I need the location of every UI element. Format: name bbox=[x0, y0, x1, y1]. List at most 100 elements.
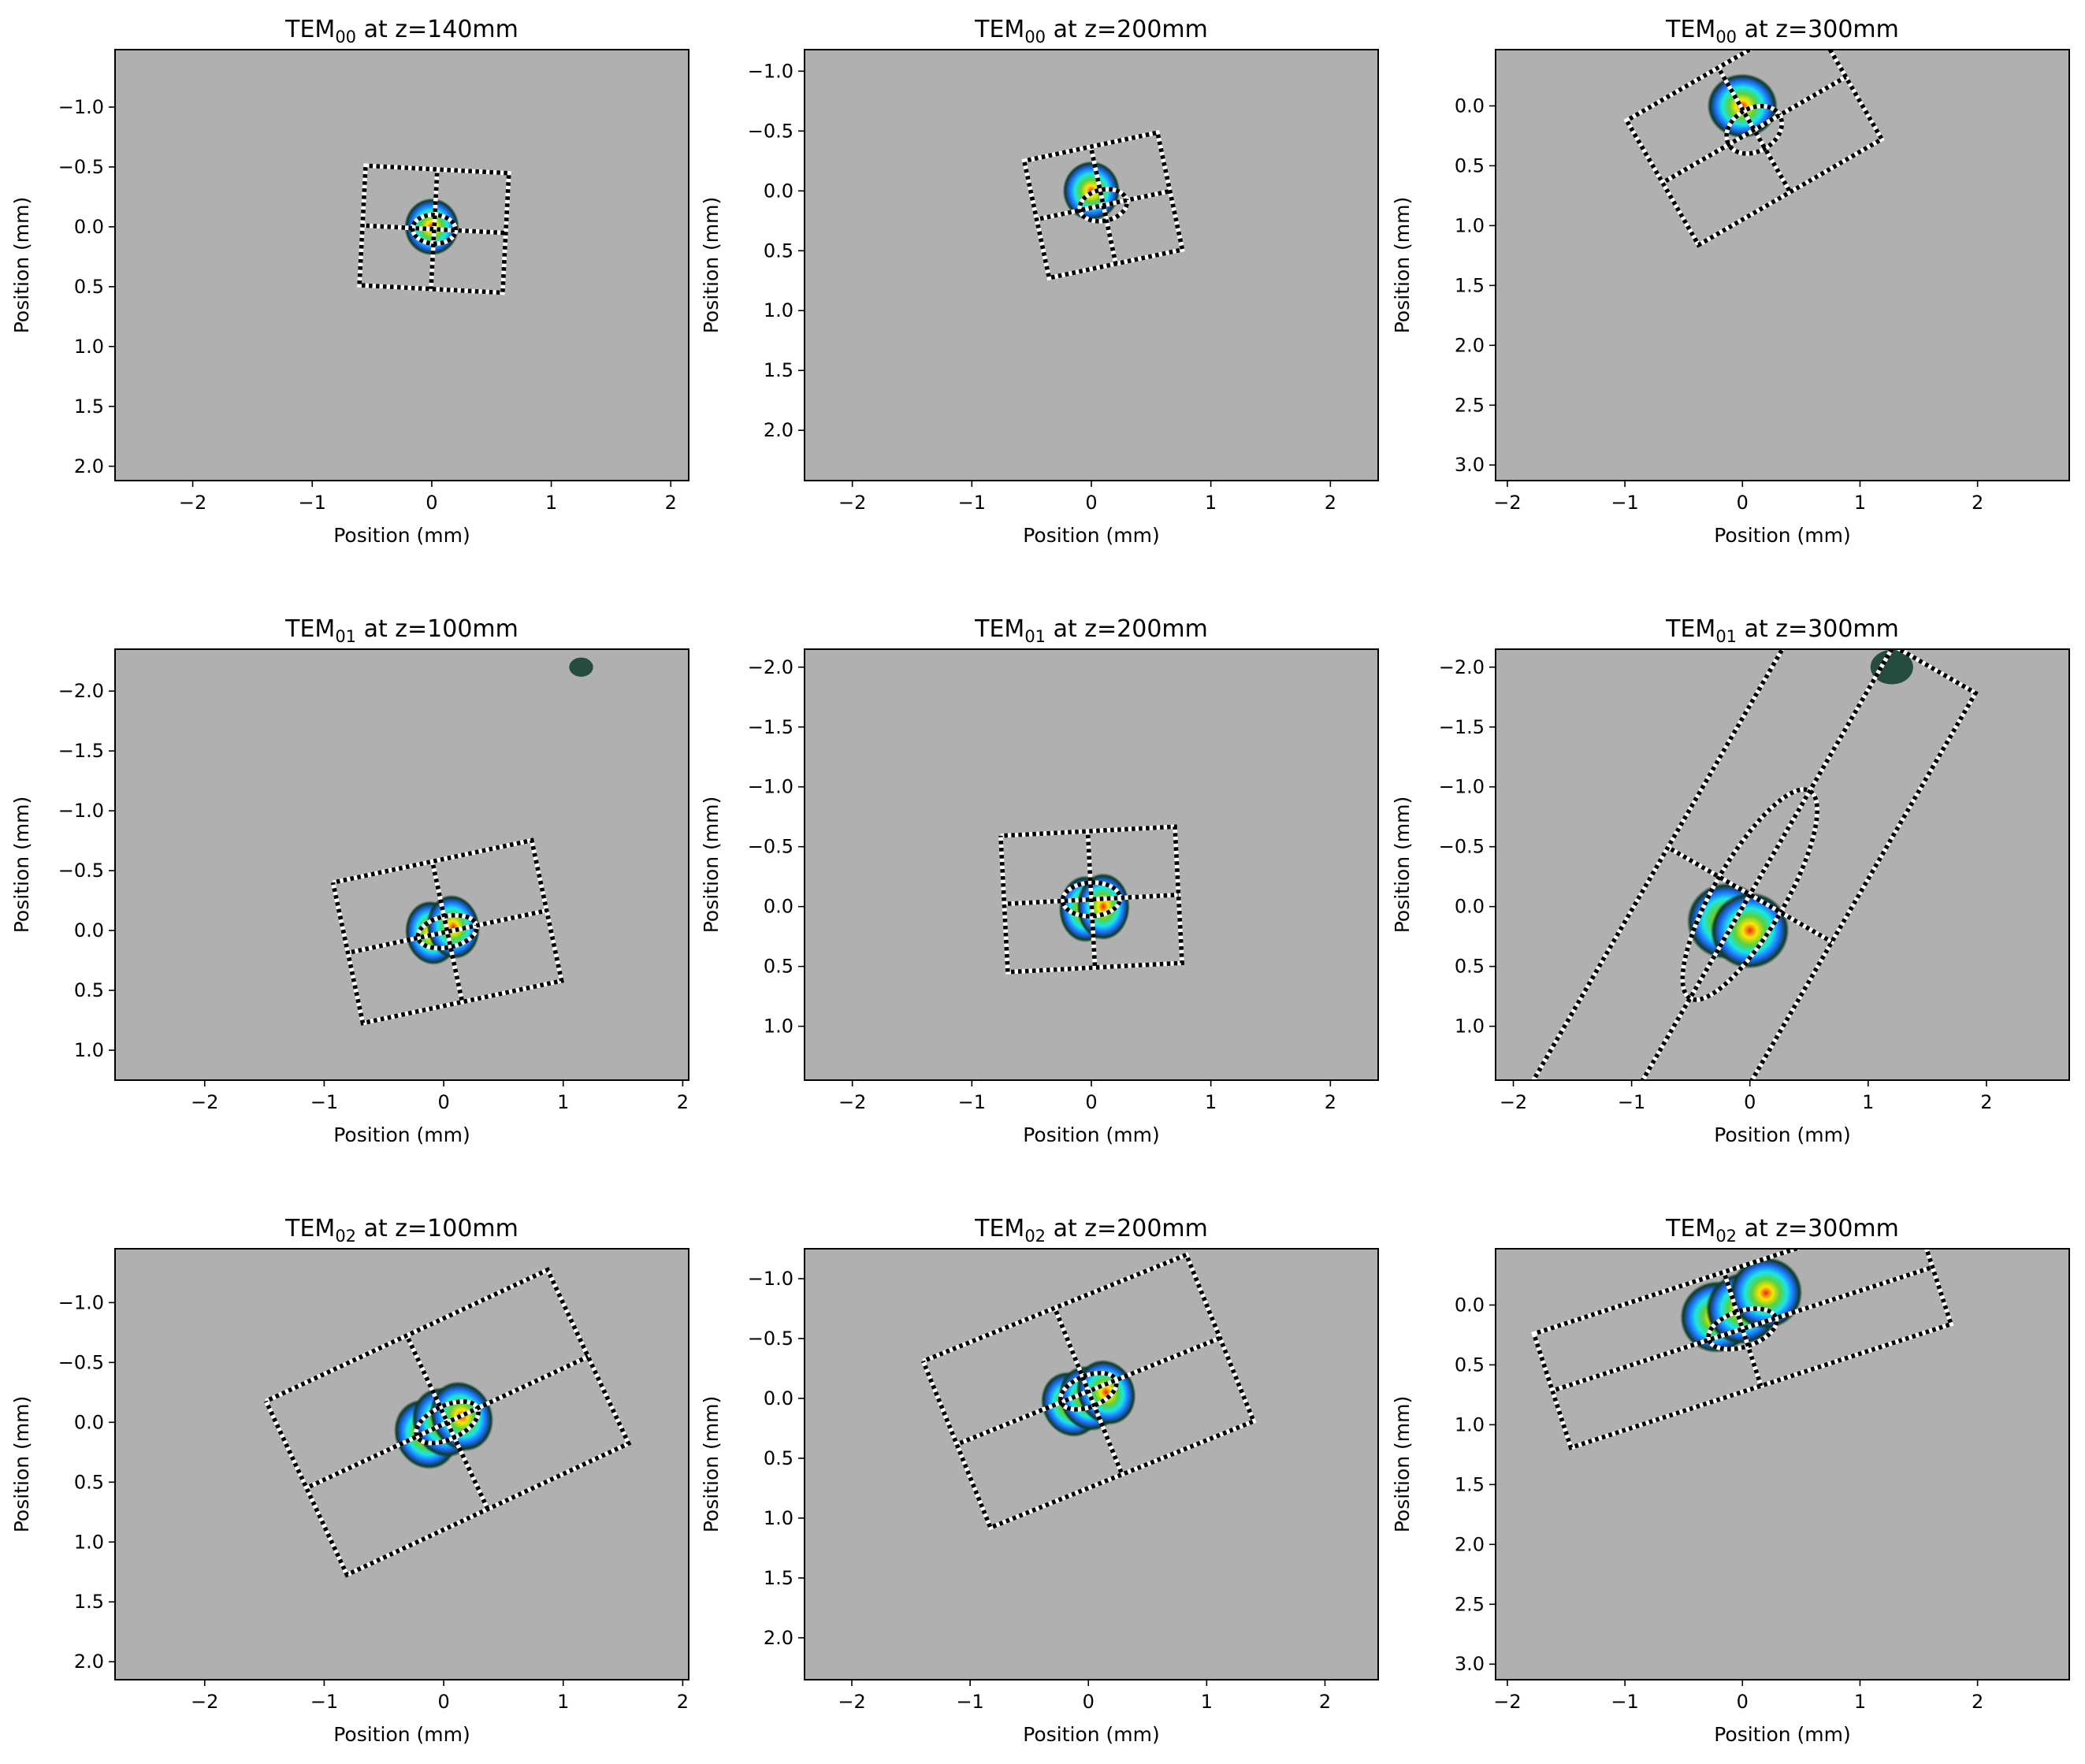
y-tick-label: −0.5 bbox=[1439, 836, 1485, 858]
x-axis-label: Position (mm) bbox=[1023, 1123, 1160, 1146]
y-tick-label: 0.5 bbox=[74, 979, 104, 1001]
panel-3: −2 −1 0 1 2 0.0 0.5 1.0 1.5 2.0 2.5 3.0 Position (mm… bbox=[1391, 16, 2070, 547]
x-tick-label: 2 bbox=[1972, 1691, 1983, 1713]
beam-lobe bbox=[1710, 892, 1790, 969]
y-tick-label: −1.5 bbox=[58, 740, 104, 762]
fit-box bbox=[920, 1252, 1257, 1531]
x-axis-label: Position (mm) bbox=[1023, 524, 1160, 547]
axes-frame bbox=[114, 1248, 689, 1680]
fit-axis-minor bbox=[1722, 1271, 1764, 1387]
axes-frame bbox=[1495, 1248, 2070, 1680]
x-tick-label: −2 bbox=[1500, 1091, 1527, 1113]
fit-box bbox=[262, 1267, 632, 1578]
panel-title: TEM01 at z=300mm bbox=[1665, 615, 1899, 646]
fit-box bbox=[1530, 649, 1979, 1080]
fit-axis-minor bbox=[1716, 66, 1793, 194]
y-tick-label: 3.0 bbox=[1455, 1653, 1485, 1675]
x-tick-label: 1 bbox=[1205, 492, 1217, 514]
y-tick-label: 0.0 bbox=[74, 919, 104, 941]
x-axis-label: Position (mm) bbox=[333, 1123, 470, 1146]
x-axis-label: Position (mm) bbox=[1714, 1123, 1851, 1146]
y-tick-label: 2.5 bbox=[1455, 1593, 1485, 1615]
fit-overlay bbox=[262, 1267, 632, 1578]
y-tick-label: 0.5 bbox=[1455, 956, 1485, 978]
y-tick-label: 2.0 bbox=[74, 455, 104, 477]
fit-overlay bbox=[330, 837, 564, 1026]
y-tick-label: −0.5 bbox=[748, 120, 793, 142]
x-tick-label: −2 bbox=[838, 492, 866, 514]
fit-axis-major bbox=[362, 223, 506, 236]
fit-axis-minor bbox=[429, 169, 440, 289]
y-tick-label: −0.5 bbox=[748, 1328, 793, 1350]
panel-title: TEM00 at z=140mm bbox=[284, 16, 518, 46]
fit-axis-minor bbox=[429, 860, 465, 1003]
fit-box bbox=[920, 1252, 1257, 1531]
y-tick-label: 1.5 bbox=[74, 396, 104, 418]
panel-title: TEM02 at z=100mm bbox=[284, 1215, 518, 1246]
y-tick-label: −0.5 bbox=[58, 156, 104, 178]
y-tick-label: 0.0 bbox=[1455, 896, 1485, 918]
axes-frame bbox=[114, 648, 689, 1081]
fit-axis-major bbox=[1552, 1265, 1934, 1393]
x-tick-label: 0 bbox=[1744, 1091, 1756, 1113]
fit-axis-major bbox=[305, 1354, 589, 1491]
x-tick-label: 1 bbox=[1201, 1691, 1213, 1713]
y-tick-label: 1.0 bbox=[1455, 214, 1485, 236]
x-tick-label: 0 bbox=[1085, 492, 1097, 514]
x-tick-label: 2 bbox=[1319, 1691, 1331, 1713]
plot-background bbox=[115, 1249, 689, 1680]
y-tick-label: 1.0 bbox=[1455, 1413, 1485, 1435]
plot-area bbox=[357, 163, 511, 295]
fit-box bbox=[357, 163, 511, 295]
y-tick-label: −2.0 bbox=[748, 656, 793, 678]
y-tick-label: 0.5 bbox=[1455, 154, 1485, 176]
y-axis-label: Position (mm) bbox=[10, 797, 33, 934]
x-tick-label: −1 bbox=[956, 1691, 983, 1713]
x-axis-label: Position (mm) bbox=[1714, 1723, 1851, 1746]
x-tick-label: 1 bbox=[557, 1091, 569, 1113]
x-tick-label: −1 bbox=[310, 1091, 338, 1113]
panel-title: TEM02 at z=300mm bbox=[1665, 1215, 1899, 1246]
fit-box bbox=[1021, 129, 1185, 281]
y-tick-label: 0.5 bbox=[764, 1447, 793, 1469]
panel-2: −2 −1 0 1 2 −1.0 −0.5 0.0 0.5 1.0 1.5 2.0 Position (… bbox=[700, 16, 1379, 547]
fit-axis-major bbox=[1036, 188, 1171, 222]
x-tick-label: 1 bbox=[1854, 492, 1866, 514]
fit-axis-minor bbox=[404, 1334, 490, 1510]
panel-5: −2 −1 0 1 2 −2.0 −1.5 −1.0 −0.5 0.0 0.5 1.0 Position… bbox=[700, 615, 1379, 1146]
plot-background bbox=[1496, 649, 2069, 1080]
x-tick-label: 0 bbox=[1737, 1691, 1749, 1713]
x-tick-label: −2 bbox=[191, 1091, 218, 1113]
panel-title: TEM00 at z=300mm bbox=[1665, 16, 1899, 46]
y-tick-label: 1.5 bbox=[764, 359, 793, 381]
fit-box bbox=[330, 837, 564, 1026]
fit-ellipse bbox=[1724, 103, 1785, 156]
y-tick-label: 1.0 bbox=[74, 1039, 104, 1061]
fit-axis-major bbox=[1004, 893, 1179, 907]
y-tick-label: 2.0 bbox=[764, 419, 793, 441]
x-tick-label: 0 bbox=[1737, 492, 1749, 514]
panel-7: −2 −1 0 1 2 −1.0 −0.5 0.0 0.5 1.0 1.5 2.0 Position (… bbox=[10, 1215, 689, 1746]
ghost-spot bbox=[569, 657, 593, 677]
fit-axis-minor bbox=[1640, 649, 1894, 1080]
x-tick-label: −1 bbox=[1611, 492, 1638, 514]
fit-axis-major bbox=[347, 908, 548, 956]
x-tick-label: 0 bbox=[1085, 1091, 1097, 1113]
panel-1: −2 −1 0 1 2 −1.0 −0.5 0.0 0.5 1.0 1.5 2.0 Position (… bbox=[10, 16, 689, 547]
y-tick-label: −0.5 bbox=[58, 860, 104, 882]
y-tick-label: −1.0 bbox=[58, 96, 104, 118]
fit-box bbox=[262, 1267, 632, 1578]
y-tick-label: 0.0 bbox=[1455, 1294, 1485, 1316]
plot-area bbox=[920, 1252, 1257, 1531]
axes-frame bbox=[804, 1248, 1379, 1680]
fit-box bbox=[998, 824, 1184, 975]
y-tick-label: 1.5 bbox=[74, 1591, 104, 1613]
fit-overlay bbox=[920, 1252, 1257, 1531]
fit-box bbox=[357, 163, 511, 295]
y-tick-label: 1.0 bbox=[764, 1016, 793, 1038]
y-tick-label: −0.5 bbox=[748, 836, 793, 858]
plot-area bbox=[262, 1267, 632, 1578]
y-tick-label: −1.5 bbox=[748, 716, 793, 738]
y-tick-label: −1.0 bbox=[748, 60, 793, 82]
